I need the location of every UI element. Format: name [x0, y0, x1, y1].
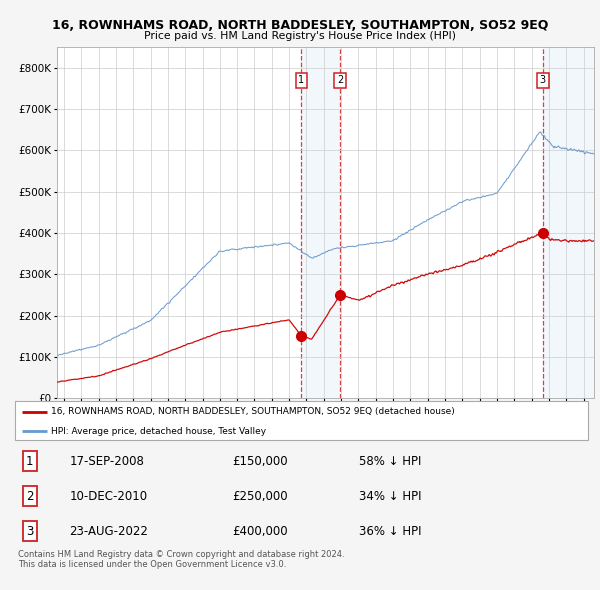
- Bar: [543, 47, 594, 398]
- Text: 2: 2: [26, 490, 34, 503]
- Text: 36% ↓ HPI: 36% ↓ HPI: [359, 525, 421, 538]
- Text: 16, ROWNHAMS ROAD, NORTH BADDESLEY, SOUTHAMPTON, SO52 9EQ: 16, ROWNHAMS ROAD, NORTH BADDESLEY, SOUT…: [52, 19, 548, 32]
- Text: 1: 1: [26, 454, 34, 468]
- Text: 23-AUG-2022: 23-AUG-2022: [70, 525, 148, 538]
- Text: 3: 3: [26, 525, 34, 538]
- Text: 10-DEC-2010: 10-DEC-2010: [70, 490, 148, 503]
- Text: £400,000: £400,000: [233, 525, 289, 538]
- FancyBboxPatch shape: [15, 401, 588, 440]
- Text: 2: 2: [337, 76, 343, 85]
- Text: 3: 3: [539, 76, 546, 85]
- Text: £250,000: £250,000: [233, 490, 289, 503]
- Bar: [301, 47, 340, 398]
- Text: 17-SEP-2008: 17-SEP-2008: [70, 454, 145, 468]
- Text: 1: 1: [298, 76, 304, 85]
- Text: 16, ROWNHAMS ROAD, NORTH BADDESLEY, SOUTHAMPTON, SO52 9EQ (detached house): 16, ROWNHAMS ROAD, NORTH BADDESLEY, SOUT…: [51, 407, 455, 416]
- Text: 34% ↓ HPI: 34% ↓ HPI: [359, 490, 421, 503]
- Text: Price paid vs. HM Land Registry's House Price Index (HPI): Price paid vs. HM Land Registry's House …: [144, 31, 456, 41]
- Text: HPI: Average price, detached house, Test Valley: HPI: Average price, detached house, Test…: [51, 427, 266, 435]
- Text: £150,000: £150,000: [233, 454, 289, 468]
- Text: 58% ↓ HPI: 58% ↓ HPI: [359, 454, 421, 468]
- Text: Contains HM Land Registry data © Crown copyright and database right 2024.
This d: Contains HM Land Registry data © Crown c…: [18, 550, 344, 569]
